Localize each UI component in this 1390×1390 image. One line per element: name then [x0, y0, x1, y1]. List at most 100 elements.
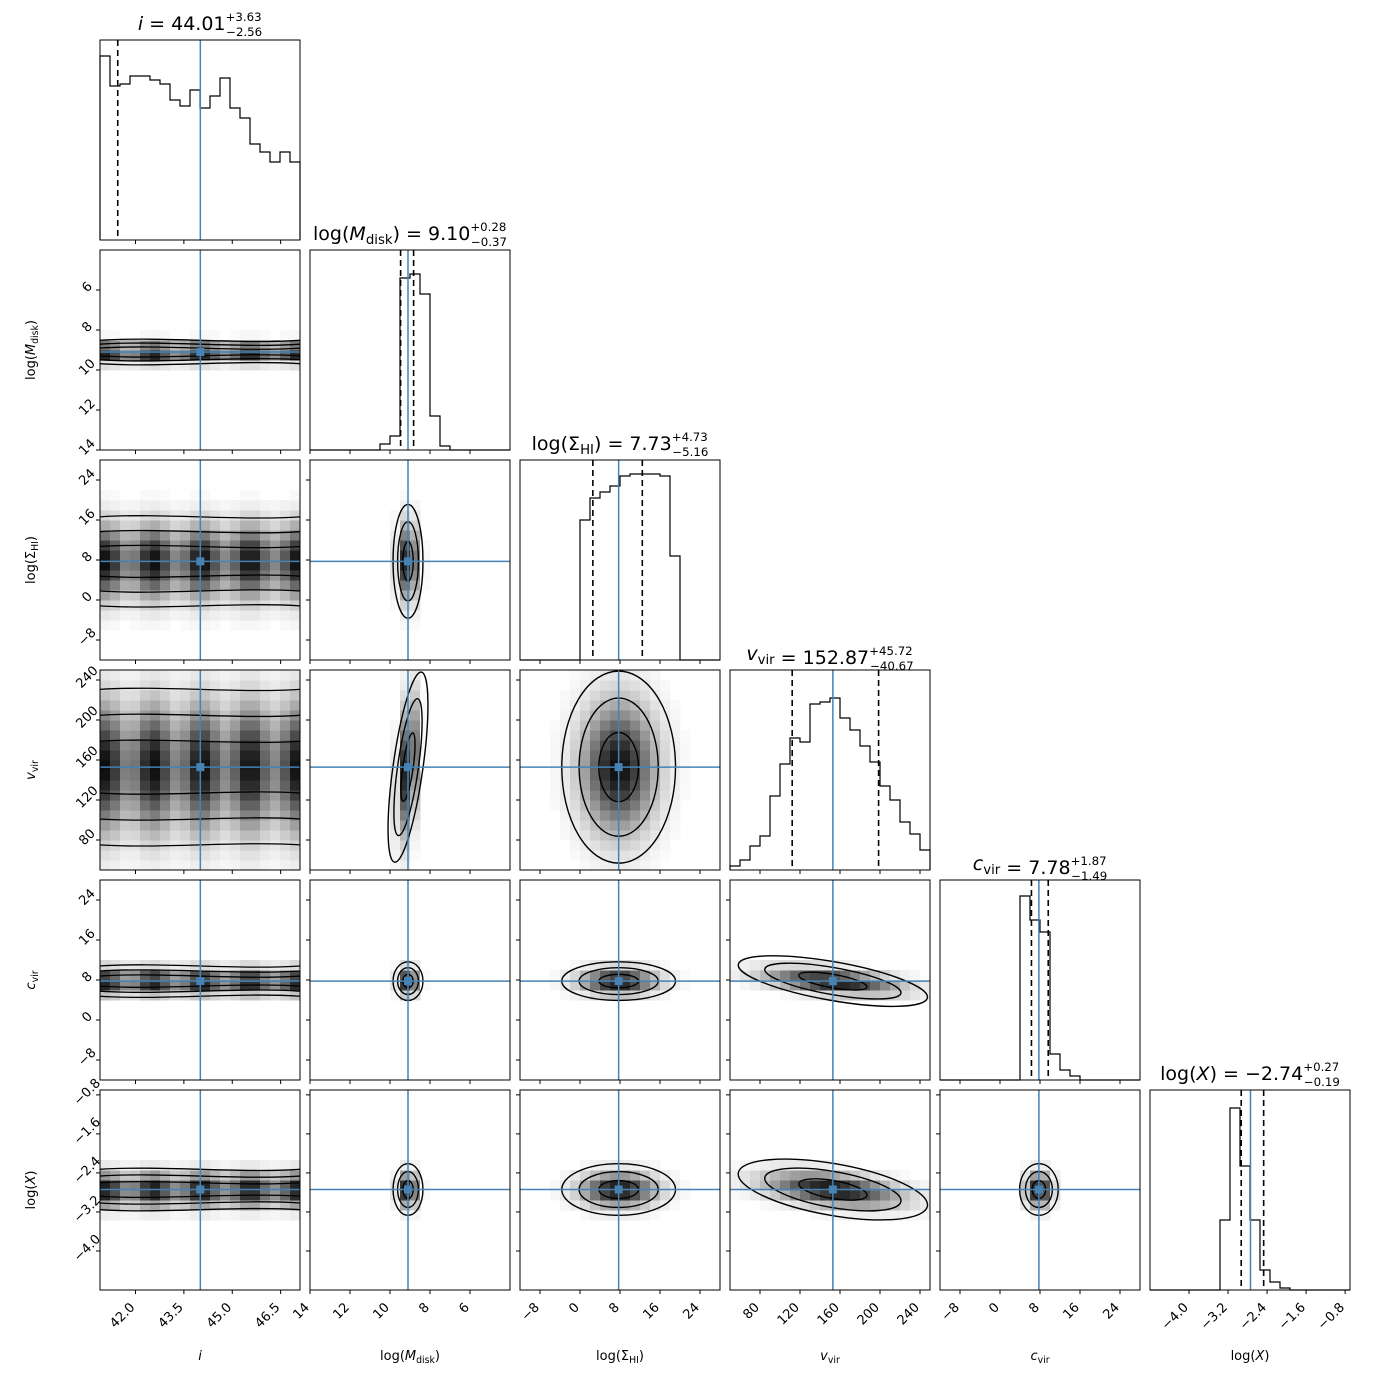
density-cell	[100, 550, 111, 561]
density-cell	[410, 760, 421, 771]
density-cell	[120, 340, 131, 351]
density-cell	[820, 1180, 831, 1191]
density-cell	[590, 980, 601, 991]
density-cell	[180, 610, 191, 621]
density-cell	[220, 700, 231, 711]
density-cell	[110, 610, 121, 621]
density-cell	[200, 730, 211, 741]
density-cell	[160, 610, 171, 621]
density-cell	[270, 1180, 281, 1191]
density-cell	[280, 590, 291, 601]
density-cell	[200, 340, 211, 351]
density-cell	[140, 520, 151, 531]
density-cell	[270, 700, 281, 711]
density-cell	[200, 800, 211, 811]
density-cell	[210, 840, 221, 851]
density-cell	[560, 740, 571, 751]
density-grid	[550, 960, 691, 1001]
density-cell	[140, 810, 151, 821]
density-cell	[630, 680, 641, 691]
density-cell	[890, 990, 901, 1001]
density-cell	[660, 720, 671, 731]
density-cell	[110, 360, 121, 371]
density-cell	[270, 580, 281, 591]
density-cell	[250, 530, 261, 541]
density-cell	[270, 960, 281, 971]
density-cell	[160, 1200, 171, 1211]
density-cell	[290, 780, 301, 791]
x-axis-label-x: log(X)	[1231, 1349, 1270, 1364]
density-cell	[400, 960, 411, 971]
density-cell	[220, 530, 231, 541]
density-cell	[150, 710, 161, 721]
density-cell	[730, 1160, 741, 1171]
density-cell	[130, 580, 141, 591]
density-cell	[270, 1200, 281, 1211]
density-cell	[590, 1190, 601, 1201]
density-cell	[670, 700, 681, 711]
density-cell	[250, 620, 261, 631]
density-cell	[670, 820, 681, 831]
density-cell	[750, 960, 761, 971]
density-cell	[180, 1200, 191, 1211]
density-cell	[110, 730, 121, 741]
density-cell	[120, 570, 131, 581]
density-cell	[120, 1200, 131, 1211]
density-cell	[230, 550, 241, 561]
density-cell	[860, 960, 871, 971]
density-cell	[810, 1190, 821, 1201]
density-cell	[620, 710, 631, 721]
density-cell	[290, 530, 301, 541]
density-cell	[620, 960, 631, 971]
density-cell	[600, 730, 611, 741]
density-cell	[110, 690, 121, 701]
density-cell	[170, 690, 181, 701]
density-cell	[180, 690, 191, 701]
density-cell	[110, 810, 121, 821]
density-cell	[100, 620, 111, 631]
density-cell	[590, 1210, 601, 1221]
density-cell	[150, 610, 161, 621]
density-cell	[620, 990, 631, 1001]
density-cell	[680, 730, 691, 741]
density-cell	[640, 790, 651, 801]
density-cell	[160, 360, 171, 371]
density-cell	[160, 830, 171, 841]
density-cell	[150, 1190, 161, 1201]
density-cell	[260, 970, 271, 981]
density-cell	[400, 520, 411, 531]
density-cell	[630, 790, 641, 801]
density-cell	[150, 670, 161, 681]
density-cell	[620, 770, 631, 781]
density-cell	[610, 960, 621, 971]
density-cell	[240, 590, 251, 601]
density-cell	[110, 500, 121, 511]
density-cell	[600, 970, 611, 981]
density-cell	[100, 570, 111, 581]
density-cell	[120, 700, 131, 711]
density-cell	[130, 1190, 141, 1201]
density-cell	[560, 1190, 571, 1201]
density-cell	[210, 520, 221, 531]
density-cell	[130, 710, 141, 721]
density-cell	[590, 700, 601, 711]
density-cell	[290, 1190, 301, 1201]
density-cell	[260, 670, 271, 681]
density-cell	[610, 790, 621, 801]
density-cell	[410, 840, 421, 851]
y-tick-label: 8	[79, 969, 95, 985]
density-cell	[220, 860, 231, 871]
density-cell	[620, 860, 631, 871]
density-cell	[230, 580, 241, 591]
density-cell	[180, 980, 191, 991]
density-cell	[590, 680, 601, 691]
density-cell	[410, 830, 421, 841]
x-tick-label: 16	[1061, 1300, 1083, 1322]
density-cell	[730, 1180, 741, 1191]
density-cell	[550, 720, 561, 731]
density-cell	[110, 1210, 121, 1221]
density-cell	[570, 980, 581, 991]
density-cell	[680, 770, 691, 781]
density-cell	[630, 990, 641, 1001]
density-cell	[250, 850, 261, 861]
